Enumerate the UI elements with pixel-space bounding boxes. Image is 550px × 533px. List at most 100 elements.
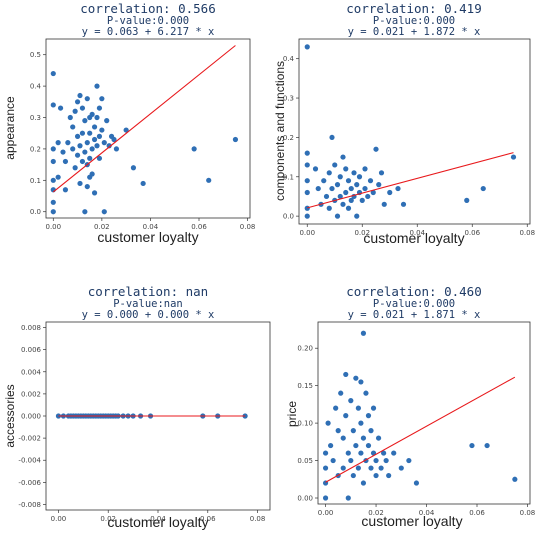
panel-2-x-ticks: 0.00 0.02 0.04 0.06 0.08: [299, 224, 535, 237]
panel-4-data-point: [328, 442, 334, 449]
panel-2-data-point: [304, 213, 310, 219]
panel-1-data-point: [89, 146, 95, 152]
panel-1-data-point: [74, 133, 81, 139]
panel-1-data-point: [96, 133, 103, 139]
panel-3-x-label: customer loyalty: [107, 514, 208, 530]
panel-1-data-point: [89, 111, 95, 117]
panel-1-data-point: [91, 124, 98, 130]
panel-2-data-point: [381, 201, 387, 207]
panel-appearance: correlation: 0.566 P-value:0.000 y = 0.0…: [3, 1, 255, 245]
panel-1-title-correlation: correlation: 0.566: [80, 1, 215, 16]
panel-4-data-point: [368, 465, 374, 471]
panel-2-data-point: [340, 201, 346, 207]
panel-1-data-point: [50, 209, 56, 215]
panel-1-y-ticks: 0.0 0.1 0.2 0.3 0.4 0.5: [30, 51, 46, 216]
panel-2-data-point: [337, 193, 343, 200]
panel-1-data-point: [70, 124, 76, 130]
panel-3-y-tick-label: -0.004: [18, 457, 41, 465]
panel-2-data-point: [332, 162, 338, 168]
panel-2-points: [304, 44, 517, 219]
panel-3-y-tick-label: 0.000: [21, 413, 41, 421]
panel-2-data-point: [337, 174, 343, 180]
panel-2-axes-frame: [298, 38, 531, 225]
panel-1-data-point: [65, 140, 71, 146]
panel-1-data-point: [232, 136, 239, 143]
panel-1-x-label: customer loyalty: [97, 229, 198, 245]
panel-4-data-point: [325, 420, 331, 426]
panel-4-y-tick-label: 0.15: [297, 382, 313, 390]
panel-1-axes-frame: [45, 38, 251, 219]
panel-4-y-tick-label: 0.10: [297, 420, 313, 428]
panel-1-points: [50, 70, 239, 215]
panel-4-data-point: [360, 435, 367, 441]
panel-4-axes-frame: [317, 321, 531, 505]
panel-2-data-point: [304, 178, 310, 184]
panel-1-data-point: [50, 177, 56, 183]
panel-1-y-tick-label: 0.2: [30, 145, 41, 153]
panel-1-data-point: [82, 149, 88, 155]
panel-3-x-tick-label: 0.04: [150, 515, 166, 523]
panel-4-data-point: [383, 457, 389, 464]
panel-2-data-point: [387, 189, 393, 196]
panel-2-data-point: [373, 146, 379, 152]
panel-2-data-point: [312, 166, 319, 172]
panel-4-data-point: [358, 420, 364, 426]
panel-4-title-correlation: correlation: 0.460: [346, 284, 481, 299]
panel-2-data-point: [351, 170, 357, 176]
panel-4-data-point: [322, 495, 329, 501]
panel-2-data-point: [362, 166, 368, 172]
panel-4-data-point: [381, 450, 387, 456]
panel-1-data-point: [77, 92, 83, 99]
panel-4-y-ticks: 0.00 0.05 0.10 0.15 0.20: [297, 345, 318, 503]
panel-2-data-point: [323, 193, 330, 200]
panel-4-data-point: [340, 465, 346, 471]
panel-1-title-equation: y = 0.063 + 6.217 * x: [82, 26, 215, 38]
panel-2-data-point: [356, 174, 363, 180]
panel-4-data-point: [398, 465, 404, 471]
panel-2-data-point: [326, 170, 332, 176]
panel-4-data-point: [512, 476, 518, 482]
panel-2-data-point: [334, 213, 341, 219]
panel-4-points: [322, 330, 518, 501]
panel-1-data-point: [206, 177, 212, 183]
panel-3-y-tick-label: 0.008: [21, 324, 41, 332]
panel-2-data-point: [378, 170, 385, 176]
panel-2-x-tick-label: 0.04: [409, 229, 425, 237]
panel-4-data-point: [360, 330, 367, 336]
panel-3-y-tick-label: 0.006: [21, 346, 42, 354]
panel-2-y-tick-label: 0.3: [283, 95, 294, 103]
panel-1-data-point: [104, 118, 110, 124]
panel-2-x-tick-label: 0.00: [299, 229, 315, 237]
panel-2-data-point: [480, 185, 486, 192]
panel-2-data-point: [343, 189, 349, 196]
panel-1-data-point: [191, 146, 197, 152]
panel-2-data-point: [345, 178, 352, 184]
panel-4-data-point: [386, 472, 392, 479]
panel-3-y-label: accessories: [3, 384, 17, 447]
panel-1-data-point: [84, 140, 90, 146]
panel-2-data-point: [343, 166, 349, 172]
panel-price: correlation: 0.460 P-value:0.000 y = 0.0…: [285, 284, 535, 529]
panel-1-data-point: [101, 140, 107, 146]
panel-4-data-point: [343, 371, 349, 378]
panel-3-title-correlation: correlation: nan: [88, 284, 208, 299]
panel-4-data-point: [340, 435, 346, 441]
panel-1-y-tick-label: 0.1: [30, 177, 41, 185]
panel-1-x-tick-label: 0.02: [94, 223, 110, 231]
panel-1-data-point: [140, 180, 146, 187]
panel-4-data-point: [348, 457, 354, 464]
panel-2-y-ticks: 0.0 0.1 0.2 0.3 0.4: [283, 55, 299, 221]
panel-2-title-equation: y = 0.021 + 1.872 * x: [348, 26, 481, 38]
panel-2-data-point: [367, 178, 374, 184]
panel-4-data-point: [348, 398, 354, 404]
panel-1-data-point: [72, 108, 78, 114]
panel-4-data-point: [373, 457, 379, 464]
panel-1-fit-line: [52, 45, 236, 193]
panel-4-data-point: [469, 442, 475, 449]
panel-1-data-point: [79, 158, 86, 165]
panel-2-data-point: [334, 182, 341, 188]
panel-4-x-ticks: 0.00 0.02 0.04 0.06 0.08: [318, 504, 535, 517]
panel-2-data-point: [348, 185, 354, 192]
panel-4-data-point: [353, 442, 359, 449]
panel-4-data-point: [345, 450, 351, 456]
